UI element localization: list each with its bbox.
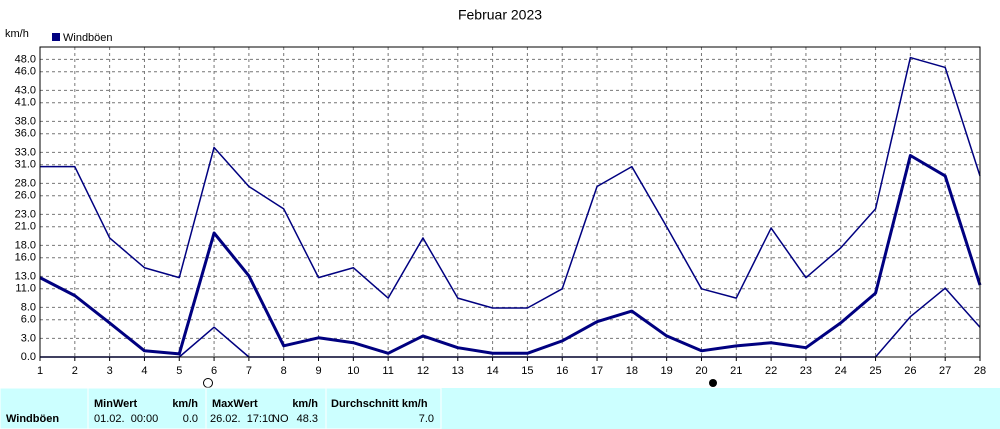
y-tick-label: 16.0 bbox=[15, 252, 36, 264]
table-time: 26.02. 17:10 bbox=[210, 413, 274, 425]
table-unit: km/h bbox=[292, 398, 318, 410]
table-value: 0.0 bbox=[183, 413, 198, 425]
y-axis-label: km/h bbox=[5, 28, 29, 40]
x-tick-label: 3 bbox=[107, 365, 113, 377]
y-tick-label: 48.0 bbox=[15, 53, 36, 65]
table-unit: km/h bbox=[172, 398, 198, 410]
series-line bbox=[39, 154, 982, 356]
table-header: Durchschnitt km/h bbox=[331, 398, 428, 410]
x-tick-label: 19 bbox=[661, 365, 673, 377]
y-tick-label: 38.0 bbox=[15, 115, 36, 127]
x-tick-label: 11 bbox=[382, 365, 393, 377]
x-tick-label: 14 bbox=[486, 365, 498, 377]
x-tick-label: 16 bbox=[556, 365, 568, 377]
y-tick-label: 36.0 bbox=[15, 128, 36, 140]
table-value: 7.0 bbox=[419, 413, 434, 425]
table-row-label: Windböen bbox=[6, 413, 59, 425]
x-tick-label: 18 bbox=[626, 365, 638, 377]
x-tick-label: 22 bbox=[765, 365, 777, 377]
y-tick-label: 21.0 bbox=[15, 221, 36, 233]
table-header: MaxWert bbox=[212, 398, 258, 410]
y-tick-label: 43.0 bbox=[15, 84, 36, 96]
x-tick-label: 9 bbox=[315, 365, 321, 377]
x-tick-label: 26 bbox=[904, 365, 916, 377]
y-tick-label: 26.0 bbox=[15, 190, 36, 202]
y-tick-label: 28.0 bbox=[15, 177, 36, 189]
y-tick-label: 8.0 bbox=[21, 301, 36, 313]
x-tick-label: 2 bbox=[72, 365, 78, 377]
x-tick-label: 21 bbox=[730, 365, 742, 377]
x-tick-label: 10 bbox=[347, 365, 359, 377]
table-frame bbox=[0, 387, 442, 429]
x-tick-label: 1 bbox=[37, 365, 43, 377]
plot-area bbox=[39, 46, 981, 358]
y-tick-label: 0.0 bbox=[21, 351, 36, 363]
y-tick-label: 18.0 bbox=[15, 239, 36, 251]
x-tick-label: 28 bbox=[974, 365, 986, 377]
y-tick-label: 41.0 bbox=[15, 97, 36, 109]
x-tick-label: 12 bbox=[417, 365, 429, 377]
table-direction: NO bbox=[272, 413, 289, 425]
x-tick-label: 23 bbox=[800, 365, 812, 377]
y-tick-label: 23.0 bbox=[15, 208, 36, 220]
x-tick-label: 4 bbox=[141, 365, 147, 377]
x-tick-label: 25 bbox=[869, 365, 881, 377]
x-tick-label: 27 bbox=[939, 365, 951, 377]
legend-label: Windböen bbox=[63, 32, 113, 44]
table-header: MinWert bbox=[94, 398, 138, 410]
chart-title: Februar 2023 bbox=[458, 7, 542, 23]
x-tick-label: 20 bbox=[695, 365, 707, 377]
x-tick-label: 24 bbox=[835, 365, 847, 377]
y-tick-label: 13.0 bbox=[15, 270, 36, 282]
y-tick-label: 11.0 bbox=[15, 283, 36, 295]
x-tick-label: 8 bbox=[281, 365, 287, 377]
table-time: 01.02. 00:00 bbox=[94, 413, 158, 425]
legend-swatch bbox=[52, 33, 60, 41]
series-line bbox=[40, 56, 981, 309]
y-tick-label: 6.0 bbox=[21, 314, 36, 326]
x-tick-label: 15 bbox=[521, 365, 533, 377]
x-tick-label: 5 bbox=[176, 365, 182, 377]
y-tick-label: 3.0 bbox=[21, 332, 36, 344]
x-tick-label: 17 bbox=[591, 365, 603, 377]
x-tick-label: 13 bbox=[452, 365, 464, 377]
table-value: 48.3 bbox=[297, 413, 318, 425]
plot-border bbox=[39, 46, 981, 358]
y-tick-label: 31.0 bbox=[15, 159, 36, 171]
min-marker bbox=[203, 378, 213, 388]
x-tick-label: 7 bbox=[246, 365, 252, 377]
max-marker bbox=[709, 379, 717, 387]
y-tick-label: 33.0 bbox=[15, 146, 36, 158]
y-tick-label: 46.0 bbox=[15, 66, 36, 78]
x-tick-label: 6 bbox=[211, 365, 217, 377]
